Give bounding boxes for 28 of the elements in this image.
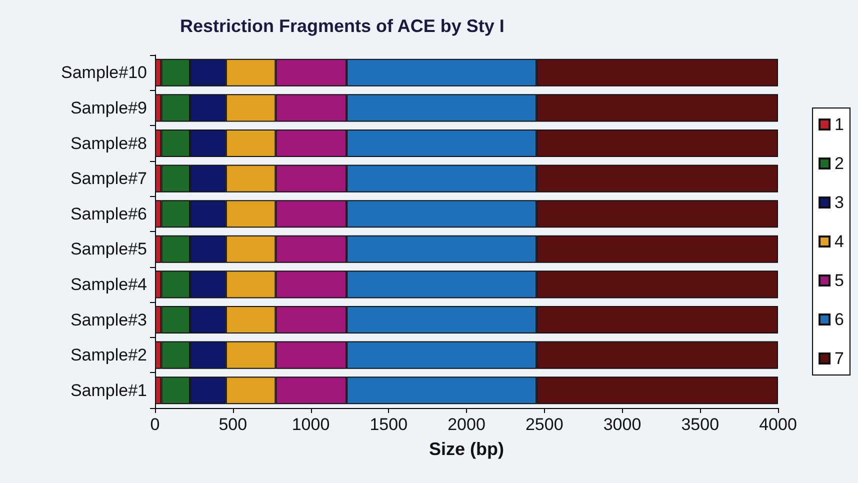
y-tick-label: Sample#1: [70, 380, 147, 400]
legend-label: 4: [834, 232, 844, 251]
x-tick-label: 3500: [681, 415, 720, 434]
legend-label: 5: [834, 271, 844, 290]
x-tick-label: 2000: [448, 415, 486, 434]
x-tick-label: 500: [218, 415, 248, 434]
x-tick-label: 3000: [603, 415, 642, 434]
legend-label: 7: [834, 349, 844, 368]
y-tick-label: Sample#3: [70, 310, 147, 330]
x-tick-label: 0: [150, 415, 160, 434]
x-tick-label: 1500: [370, 415, 408, 434]
y-tick-label: Sample#5: [70, 240, 147, 259]
y-tick-label: Sample#4: [70, 274, 147, 294]
y-tick-label: Sample#8: [70, 134, 147, 153]
legend-label: 2: [834, 154, 844, 173]
x-axis-title: Size (bp): [429, 439, 504, 459]
x-tick-label: 2500: [525, 415, 564, 434]
legend-label: 3: [834, 193, 844, 212]
y-tick-label: Sample#10: [60, 63, 147, 82]
legend-label: 1: [834, 115, 844, 134]
y-tick-label: Sample#7: [70, 169, 147, 188]
x-tick-label: 4000: [759, 415, 797, 434]
legend-label: 6: [834, 310, 844, 329]
chart-title: Restriction Fragments of ACE by Sty I: [180, 16, 504, 36]
x-tick-label: 1000: [292, 415, 330, 434]
y-tick-label: Sample#2: [70, 346, 147, 365]
y-tick-label: Sample#9: [70, 98, 147, 118]
y-tick-label: Sample#6: [70, 204, 147, 224]
